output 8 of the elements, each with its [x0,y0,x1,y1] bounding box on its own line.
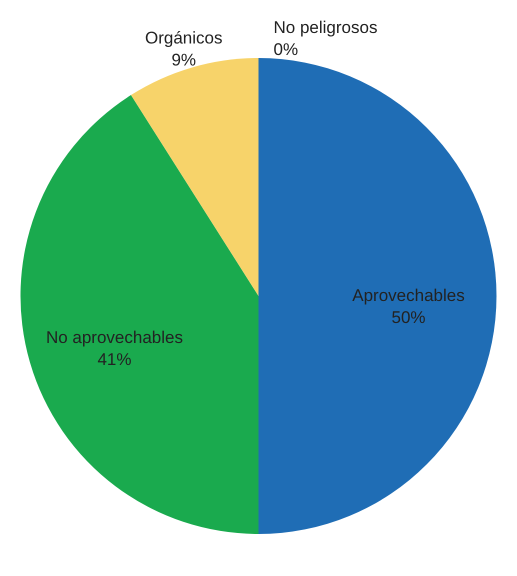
slice-label: No aprovechables [46,328,183,347]
data-label: 41% [97,350,132,369]
text: 0% [274,40,298,59]
data-label: 9% [171,50,196,70]
data-label: 50% [391,308,426,327]
category-label: No peligrosos [274,18,378,37]
slice-label: Aprovechables [352,286,465,305]
slice-label: Orgánicos [144,28,222,48]
